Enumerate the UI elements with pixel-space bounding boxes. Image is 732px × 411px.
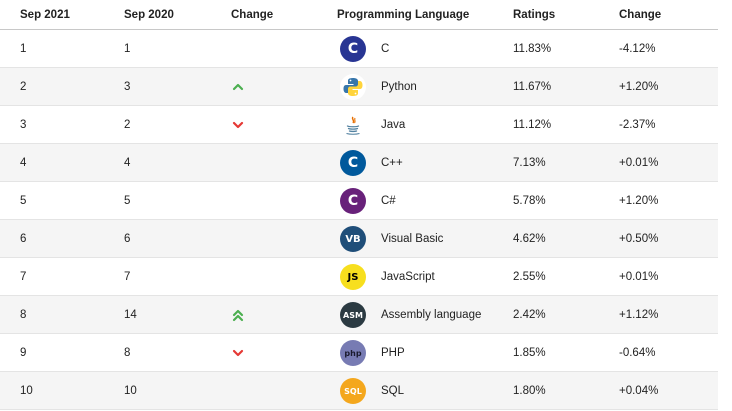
table-row[interactable]: 3 2 Java 11.12% -2.37%: [0, 106, 718, 144]
rating-value: 1.85%: [513, 346, 546, 359]
current-rank: 8: [20, 308, 27, 321]
table-row[interactable]: 5 5 C C# 5.78% +1.20%: [0, 182, 718, 220]
assembly-logo-icon: ASM: [340, 302, 366, 328]
header-ratings[interactable]: Ratings: [513, 9, 556, 21]
logo-text: VB: [345, 233, 361, 245]
rating-change: +1.12%: [619, 308, 659, 321]
previous-rank: 8: [124, 346, 131, 359]
table-row[interactable]: 7 7 JS JavaScript 2.55% +0.01%: [0, 258, 718, 296]
current-rank: 2: [20, 80, 27, 93]
php-logo-icon: php: [340, 340, 366, 366]
language-name: SQL: [381, 384, 405, 397]
table-row[interactable]: 2 3 Python 11.67% +1.20%: [0, 68, 718, 106]
current-rank: 5: [20, 194, 27, 207]
rating-value: 5.78%: [513, 194, 546, 207]
current-rank: 9: [20, 346, 27, 359]
table-body: 1 1 C C 11.83% -4.12% 2 3 Python 11.67% +1.20% 3 2 Ja…: [0, 30, 732, 410]
previous-rank: 2: [124, 118, 131, 131]
rating-change: +0.01%: [619, 270, 659, 283]
logo-text: php: [344, 348, 362, 358]
logo-text: ASM: [343, 310, 363, 320]
header-change[interactable]: Change: [231, 9, 274, 21]
rating-value: 7.13%: [513, 156, 546, 169]
language-name: PHP: [381, 346, 405, 359]
rating-change: +0.50%: [619, 232, 659, 245]
language-name: JavaScript: [381, 270, 435, 283]
rating-change: +0.04%: [619, 384, 659, 397]
language-name: Java: [381, 118, 406, 131]
logo-text: C: [347, 193, 359, 209]
header-current-rank[interactable]: Sep 2021: [20, 9, 70, 21]
trend-down-icon: [232, 349, 244, 357]
table-row[interactable]: 6 6 VB Visual Basic 4.62% +0.50%: [0, 220, 718, 258]
current-rank: 10: [20, 384, 33, 397]
current-rank: 3: [20, 118, 27, 131]
visual-basic-logo-icon: VB: [340, 226, 366, 252]
previous-rank: 4: [124, 156, 131, 169]
header-language[interactable]: Programming Language: [337, 9, 470, 21]
previous-rank: 14: [124, 308, 137, 321]
trend-up-icon: [232, 83, 244, 91]
trend-down-icon: [232, 121, 244, 129]
logo-text: JS: [347, 271, 359, 283]
previous-rank: 10: [124, 384, 137, 397]
current-rank: 4: [20, 156, 27, 169]
language-name: Visual Basic: [381, 232, 444, 245]
rating-value: 11.83%: [513, 42, 552, 55]
table-row[interactable]: 1 1 C C 11.83% -4.12%: [0, 30, 718, 68]
c-logo-icon: C: [340, 36, 366, 62]
java-logo-icon: [340, 112, 366, 138]
previous-rank: 6: [124, 232, 131, 245]
language-name: C: [381, 42, 390, 55]
logo-text: C: [347, 155, 359, 171]
table-row[interactable]: 10 10 SQL SQL 1.80% +0.04%: [0, 372, 718, 410]
current-rank: 7: [20, 270, 27, 283]
table-row[interactable]: 9 8 php PHP 1.85% -0.64%: [0, 334, 718, 372]
table-row[interactable]: 8 14 ASM Assembly language 2.42% +1.12%: [0, 296, 718, 334]
header-previous-rank[interactable]: Sep 2020: [124, 9, 174, 21]
rating-value: 11.12%: [513, 118, 552, 131]
language-name: Assembly language: [381, 308, 482, 321]
rating-change: +1.20%: [619, 194, 659, 207]
javascript-logo-icon: JS: [340, 264, 366, 290]
language-name: C++: [381, 156, 403, 169]
rating-change: +0.01%: [619, 156, 659, 169]
rating-value: 2.42%: [513, 308, 546, 321]
trend-double-up-icon: [232, 309, 244, 322]
language-name: C#: [381, 194, 396, 207]
current-rank: 1: [20, 42, 27, 55]
rating-value: 11.67%: [513, 80, 552, 93]
table-row[interactable]: 4 4 C C++ 7.13% +0.01%: [0, 144, 718, 182]
previous-rank: 7: [124, 270, 131, 283]
header-ratings-change[interactable]: Change: [619, 9, 662, 21]
csharp-logo-icon: C: [340, 188, 366, 214]
previous-rank: 3: [124, 80, 131, 93]
previous-rank: 5: [124, 194, 131, 207]
language-name: Python: [381, 80, 417, 93]
logo-text: SQL: [344, 386, 362, 396]
previous-rank: 1: [124, 42, 131, 55]
sql-logo-icon: SQL: [340, 378, 366, 404]
rating-change: +1.20%: [619, 80, 659, 93]
rating-change: -4.12%: [619, 42, 656, 55]
current-rank: 6: [20, 232, 27, 245]
cpp-logo-icon: C: [340, 150, 366, 176]
rating-value: 1.80%: [513, 384, 546, 397]
rating-change: -2.37%: [619, 118, 656, 131]
table-header: Sep 2021 Sep 2020 Change Programming Lan…: [0, 0, 718, 30]
rating-value: 2.55%: [513, 270, 546, 283]
rating-value: 4.62%: [513, 232, 546, 245]
logo-text: C: [347, 41, 359, 57]
rating-change: -0.64%: [619, 346, 656, 359]
python-logo-icon: [340, 74, 366, 100]
